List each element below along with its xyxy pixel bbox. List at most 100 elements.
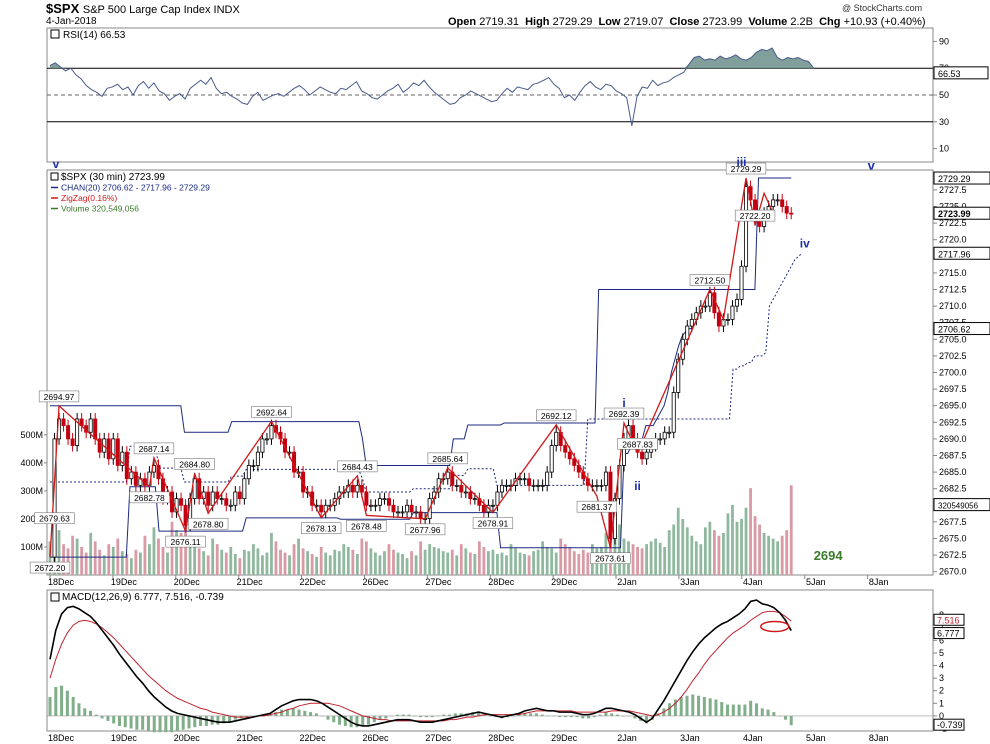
candle-body bbox=[368, 504, 373, 507]
macd-date-label: 3Jan bbox=[680, 733, 700, 743]
volume-bar bbox=[762, 532, 766, 575]
close-label-box bbox=[536, 409, 577, 422]
volume-bar bbox=[351, 549, 355, 575]
macd-histogram-bar bbox=[592, 715, 596, 718]
candle-body bbox=[386, 498, 391, 506]
macd-histogram-bar bbox=[424, 715, 428, 718]
macd-histogram-bar bbox=[274, 712, 278, 716]
candle-body bbox=[120, 451, 125, 466]
candle-body bbox=[662, 431, 667, 440]
close-label-box bbox=[404, 523, 446, 536]
macd-tick-label: 0 bbox=[939, 711, 944, 721]
date-axis-label: 21Dec bbox=[237, 577, 264, 587]
volume-bar bbox=[789, 485, 793, 575]
candle-body bbox=[75, 418, 80, 446]
rsi-last-value-box bbox=[933, 66, 989, 80]
macd-histogram-bar bbox=[702, 697, 706, 716]
macd-histogram-bar bbox=[343, 715, 347, 726]
volume-bar bbox=[572, 551, 576, 575]
macd-histogram-bar bbox=[268, 714, 272, 716]
volume-bar bbox=[618, 524, 621, 575]
candle-body bbox=[540, 484, 545, 487]
macd-date-label: 28Dec bbox=[488, 733, 515, 743]
volume-bar bbox=[369, 548, 373, 575]
volume-bar bbox=[423, 549, 427, 575]
volume-bar bbox=[758, 524, 761, 575]
candle-body bbox=[224, 498, 229, 506]
candle-body bbox=[445, 471, 450, 480]
volume-bar bbox=[206, 555, 210, 575]
volume-bar bbox=[247, 551, 251, 575]
price-tick-label: 2725.0 bbox=[939, 202, 967, 212]
volume-bar bbox=[297, 538, 300, 575]
macd-histogram-bar bbox=[355, 715, 359, 728]
macd-histogram-bar bbox=[129, 715, 133, 729]
rsi-tick-label: 10 bbox=[939, 144, 949, 154]
volume-bar bbox=[414, 555, 418, 575]
volume-tick-label: 500M bbox=[20, 430, 43, 440]
candle-body bbox=[319, 504, 324, 513]
candle-body bbox=[676, 358, 681, 393]
volume-bar bbox=[667, 530, 671, 575]
macd-histogram-bar bbox=[314, 713, 318, 716]
candle-body bbox=[206, 491, 211, 506]
macd-histogram-bar bbox=[135, 715, 139, 730]
macd-histogram-bar bbox=[644, 715, 648, 724]
close-label: 2684.43 bbox=[342, 462, 373, 472]
macd-histogram-bar bbox=[152, 715, 156, 733]
volume-bar bbox=[374, 552, 377, 575]
macd-histogram-bar bbox=[517, 714, 521, 716]
macd-histogram-bar bbox=[158, 715, 162, 733]
candle-body bbox=[400, 511, 405, 514]
candle-body bbox=[716, 312, 721, 327]
macd-histogram-bar bbox=[668, 703, 672, 716]
volume-bar bbox=[120, 551, 124, 575]
candle-body bbox=[242, 478, 247, 500]
price-legend-entry: CHAN(20) 2706.62 - 2717.96 - 2729.29 bbox=[61, 183, 210, 193]
price-tick-label: 2702.5 bbox=[939, 351, 967, 361]
volume-bar bbox=[364, 541, 368, 575]
candle-body bbox=[66, 425, 71, 440]
price-tick-label: 2705.0 bbox=[939, 334, 967, 344]
candle-body bbox=[246, 465, 251, 480]
macd-histogram-bar bbox=[106, 715, 110, 721]
volume-bar bbox=[188, 535, 192, 575]
volume-bar bbox=[324, 552, 328, 575]
volume-bar bbox=[554, 552, 558, 575]
candle-body bbox=[405, 504, 410, 513]
volume-bar bbox=[712, 530, 716, 575]
macd-histogram-bar bbox=[534, 713, 538, 716]
close-label: 2678.48 bbox=[351, 521, 382, 531]
volume-bar bbox=[383, 551, 386, 575]
volume-bar bbox=[111, 546, 115, 575]
price-tick-label: 2715.0 bbox=[939, 268, 967, 278]
volume-bar bbox=[703, 527, 707, 575]
volume-bar bbox=[242, 549, 246, 575]
macd-histogram-bar bbox=[598, 714, 602, 716]
price-tag-box bbox=[933, 171, 990, 185]
close-label-box bbox=[734, 209, 776, 222]
volume-bar bbox=[785, 530, 789, 575]
macd-histogram-bar bbox=[442, 714, 446, 716]
candle-body bbox=[518, 478, 523, 481]
date-axis-label: 8Jan bbox=[869, 577, 889, 587]
macd-histogram-bar bbox=[146, 715, 150, 731]
macd-histogram-bar bbox=[117, 715, 121, 726]
candle-body bbox=[233, 491, 238, 506]
volume-bar bbox=[102, 555, 106, 575]
macd-histogram-bar bbox=[697, 695, 701, 716]
volume-bar bbox=[315, 556, 319, 575]
volume-bar bbox=[279, 549, 282, 575]
close-label: 2687.83 bbox=[622, 439, 653, 449]
volume-tick-label: 300M bbox=[20, 486, 43, 496]
macd-date-label: 26Dec bbox=[362, 733, 389, 743]
date-axis-label: 29Dec bbox=[551, 577, 578, 587]
date-axis-label: 22Dec bbox=[300, 577, 327, 587]
price-tick-label: 2670.0 bbox=[939, 567, 967, 577]
candle-body bbox=[680, 338, 685, 360]
volume-bar bbox=[84, 552, 88, 575]
volume-bar bbox=[491, 549, 495, 575]
price-tick-label: 2720.0 bbox=[939, 235, 967, 245]
candle-body bbox=[780, 199, 785, 207]
price-panel-frame bbox=[46, 169, 934, 576]
